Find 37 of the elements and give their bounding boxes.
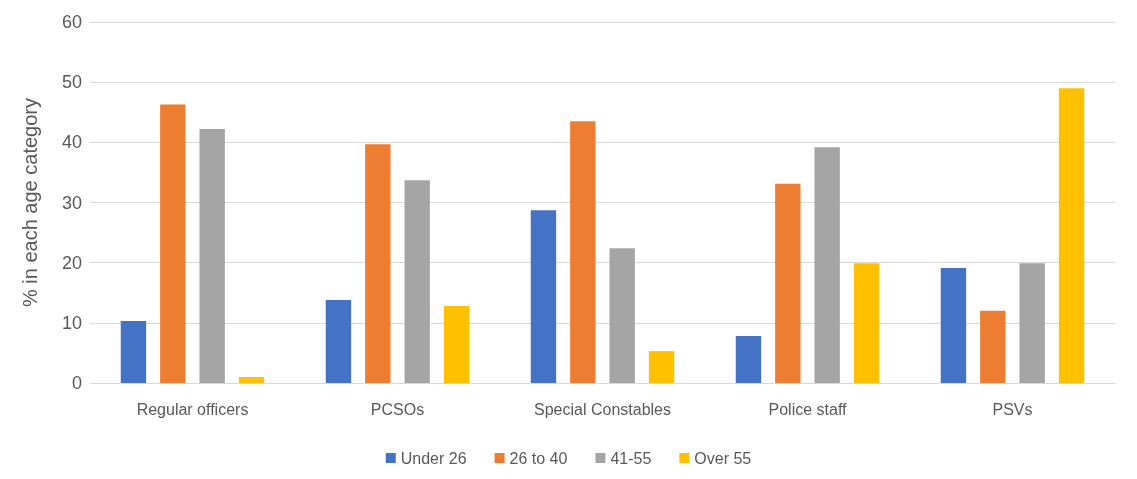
bar [853,263,880,383]
y-tick-label: 30 [61,192,82,213]
legend-label: Over 55 [694,449,752,467]
x-tick-label: PCSOs [370,400,425,418]
y-tick-label: 40 [61,132,82,153]
bar [570,121,596,383]
bar [325,299,352,383]
bar [443,305,470,383]
legend-label: 41-55 [610,449,652,467]
y-axis-title: % in each age category [19,97,41,308]
bar [160,104,186,383]
bar [940,268,967,383]
y-tick-label: 0 [71,373,82,393]
bar [404,180,430,383]
bar [980,310,1006,383]
x-tick-label: Regular officers [136,400,249,418]
x-tick-label: PSVs [992,400,1033,418]
x-tick-label: Special Constables [534,400,671,418]
y-tick-label: 60 [61,12,82,32]
bar [775,183,801,383]
bar [120,321,147,383]
y-tick-label: 50 [61,72,82,93]
y-tick-label: 10 [61,312,82,333]
bar [735,336,762,383]
legend-label: 26 to 40 [509,449,568,467]
bar [530,210,557,383]
bar [238,376,265,383]
bar [1058,88,1085,383]
bar [365,144,391,383]
x-tick-label: Police staff [768,400,848,418]
bar [199,129,225,383]
legend-label: Under 26 [400,449,467,467]
bar [609,248,635,383]
y-tick-label: 20 [61,252,82,273]
bar [648,351,675,383]
bar [814,147,840,383]
bar [1019,263,1045,383]
